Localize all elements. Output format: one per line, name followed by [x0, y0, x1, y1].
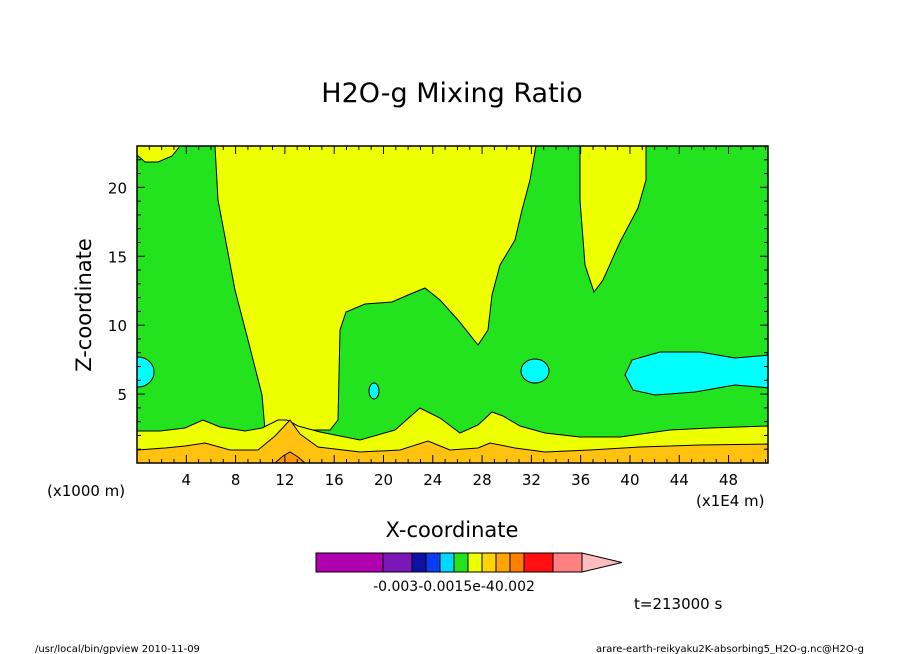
x-tick-label: 12 [275, 471, 294, 489]
colorbar-swatch [425, 552, 441, 573]
yellow-top-left-region [137, 146, 181, 163]
cyan-region-mid [520, 358, 550, 384]
yellow-main-region [214, 146, 537, 431]
colorbar-swatch [382, 552, 413, 573]
y-axis-ticks: 5 10 15 20 [108, 159, 768, 450]
colorbar-swatch [552, 552, 583, 573]
colorbar [315, 552, 623, 573]
x-axis-label: X-coordinate [386, 518, 519, 542]
z-unit-label: (x1000 m) [47, 482, 125, 500]
x-axis-ticks: 4 8 12 16 20 24 28 32 36 40 44 48 [148, 146, 767, 489]
contour-plot-area [137, 146, 768, 463]
y-tick-label: 15 [108, 248, 127, 266]
footer-left: /usr/local/bin/gpview 2010-11-09 [35, 644, 200, 654]
time-label: t=213000 s [634, 595, 722, 613]
footer-right: arare-earth-reikyaku2K-absorbing5_H2O-g.… [596, 644, 864, 654]
x-tick-label: 44 [670, 471, 689, 489]
x-tick-label: 16 [325, 471, 344, 489]
colorbar-swatch [523, 552, 554, 573]
colorbar-arrow [581, 552, 623, 573]
x-tick-label: 28 [473, 471, 492, 489]
plot-frame [136, 145, 769, 464]
orange-bottom-region [137, 419, 768, 463]
cyan-region-left [137, 356, 155, 388]
x-tick-label: 20 [374, 471, 393, 489]
x-tick-label: 40 [620, 471, 639, 489]
colorbar-swatch [467, 552, 483, 573]
chart-title: H2O-g Mixing Ratio [321, 78, 582, 109]
x-tick-label: 24 [423, 471, 442, 489]
colorbar-tick-labels: -0.003-0.0015e-40.002 [373, 579, 535, 595]
colorbar-swatch [453, 552, 469, 573]
x-tick-label: 8 [231, 471, 241, 489]
y-tick-label: 20 [108, 179, 127, 197]
colorbar-swatch [411, 552, 427, 573]
colorbar-swatch [509, 552, 525, 573]
colorbar-swatch [315, 552, 384, 573]
cyan-region-right [624, 351, 768, 396]
x-tick-label: 36 [571, 471, 590, 489]
x-unit-label: (x1E4 m) [696, 492, 765, 510]
colorbar-swatch [481, 552, 497, 573]
x-tick-label: 48 [719, 471, 738, 489]
x-tick-label: 4 [182, 471, 192, 489]
colorbar-labels: -0.003-0.0015e-40.002 [373, 579, 535, 595]
y-tick-label: 5 [117, 386, 127, 404]
colorbar-swatch [495, 552, 511, 573]
colorbar-swatch [439, 552, 455, 573]
y-tick-label: 10 [108, 317, 127, 335]
x-tick-label: 32 [522, 471, 541, 489]
cyan-region-small [368, 382, 380, 400]
y-axis-label: Z-coordinate [72, 238, 96, 372]
yellow-top-right-region [579, 146, 647, 294]
